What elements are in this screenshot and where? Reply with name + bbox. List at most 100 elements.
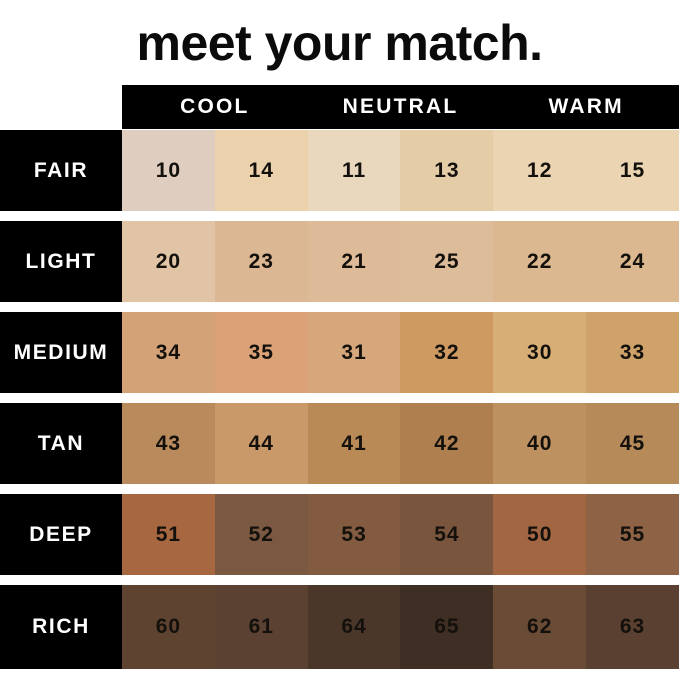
shade-swatch[interactable]: 12 bbox=[493, 130, 587, 211]
shade-swatch[interactable]: 45 bbox=[586, 403, 679, 484]
table-header-row: COOL NEUTRAL WARM bbox=[0, 85, 679, 129]
shade-row: FAIR 10 14 11 13 12 15 bbox=[0, 130, 679, 211]
shade-swatch[interactable]: 25 bbox=[400, 221, 494, 302]
shade-code: 53 bbox=[341, 522, 367, 546]
shade-code: 30 bbox=[527, 340, 553, 364]
shade-swatch[interactable]: 32 bbox=[400, 312, 494, 393]
shade-swatch[interactable]: 43 bbox=[122, 403, 215, 484]
shade-code: 40 bbox=[527, 431, 553, 455]
shade-code: 20 bbox=[155, 249, 182, 273]
shade-code: 54 bbox=[434, 522, 460, 546]
shade-code: 25 bbox=[434, 249, 460, 273]
shade-code: 64 bbox=[341, 615, 367, 638]
shade-code: 24 bbox=[619, 249, 646, 273]
shade-swatch[interactable]: 21 bbox=[307, 221, 401, 302]
shade-swatch[interactable]: 24 bbox=[586, 221, 679, 302]
shade-swatch[interactable]: 55 bbox=[586, 494, 679, 575]
shade-code: 21 bbox=[341, 249, 367, 273]
shade-code: 65 bbox=[434, 615, 460, 638]
shade-swatch[interactable]: 15 bbox=[586, 130, 679, 211]
shade-code: 35 bbox=[248, 340, 274, 364]
shade-code: 15 bbox=[619, 158, 646, 182]
swatch-group: 43 44 41 42 40 45 bbox=[122, 403, 679, 484]
shade-row: MEDIUM 34 35 31 32 30 33 bbox=[0, 312, 679, 393]
shade-code: 10 bbox=[155, 158, 182, 182]
swatch-group: 20 23 21 25 22 24 bbox=[122, 221, 679, 302]
shade-row: RICH 60 61 64 65 62 63 bbox=[0, 585, 679, 669]
page-title: meet your match. bbox=[136, 15, 543, 71]
shade-swatch[interactable]: 42 bbox=[400, 403, 494, 484]
shade-swatch[interactable]: 41 bbox=[307, 403, 401, 484]
shade-swatch[interactable]: 60 bbox=[122, 585, 215, 669]
shade-row: LIGHT 20 23 21 25 22 24 bbox=[0, 221, 679, 302]
shade-code: 55 bbox=[619, 522, 646, 546]
shade-code: 41 bbox=[341, 431, 367, 455]
shade-swatch[interactable]: 14 bbox=[214, 130, 308, 211]
shade-code: 14 bbox=[248, 158, 274, 182]
shade-swatch[interactable]: 51 bbox=[122, 494, 215, 575]
undertone-header-warm: WARM bbox=[548, 95, 624, 118]
shade-code: 22 bbox=[527, 249, 553, 273]
shade-code: 32 bbox=[434, 340, 460, 364]
undertone-header-neutral: NEUTRAL bbox=[342, 95, 459, 118]
swatch-group: 51 52 53 54 50 55 bbox=[122, 494, 679, 575]
shade-code: 60 bbox=[155, 615, 182, 638]
shade-code: 23 bbox=[248, 249, 274, 273]
shade-code: 52 bbox=[248, 522, 274, 546]
shade-code: 42 bbox=[434, 431, 460, 455]
shade-rows: FAIR 10 14 11 13 12 15 LIGHT 20 23 21 25 22 24 MEDIUM 3… bbox=[0, 130, 679, 669]
shade-swatch[interactable]: 44 bbox=[214, 403, 308, 484]
shade-code: 44 bbox=[248, 431, 274, 455]
shade-swatch[interactable]: 52 bbox=[214, 494, 308, 575]
shade-code: 33 bbox=[619, 340, 646, 364]
shade-table: COOL NEUTRAL WARM FAIR 10 14 11 13 12 15 LIGHT 2… bbox=[0, 85, 679, 679]
shade-code: 45 bbox=[619, 431, 646, 455]
shade-row: DEEP 51 52 53 54 50 55 bbox=[0, 494, 679, 575]
shade-code: 50 bbox=[527, 522, 553, 546]
shade-swatch[interactable]: 35 bbox=[214, 312, 308, 393]
depth-label-tan: TAN bbox=[0, 403, 122, 484]
depth-label-rich: RICH bbox=[0, 585, 122, 669]
shade-swatch[interactable]: 61 bbox=[214, 585, 308, 669]
shade-code: 11 bbox=[341, 158, 367, 182]
shade-swatch[interactable]: 30 bbox=[493, 312, 587, 393]
shade-swatch[interactable]: 65 bbox=[400, 585, 494, 669]
swatch-group: 60 61 64 65 62 63 bbox=[122, 585, 679, 669]
shade-swatch[interactable]: 50 bbox=[493, 494, 587, 575]
depth-label-fair: FAIR bbox=[0, 130, 122, 211]
shade-swatch[interactable]: 20 bbox=[122, 221, 215, 302]
shade-swatch[interactable]: 10 bbox=[122, 130, 215, 211]
depth-label-deep: DEEP bbox=[0, 494, 122, 575]
shade-swatch[interactable]: 23 bbox=[214, 221, 308, 302]
header-corner-spacer bbox=[0, 85, 122, 129]
shade-swatch[interactable]: 34 bbox=[122, 312, 215, 393]
shade-swatch[interactable]: 13 bbox=[400, 130, 494, 211]
shade-code: 34 bbox=[155, 340, 182, 364]
shade-swatch[interactable]: 53 bbox=[307, 494, 401, 575]
shade-code: 43 bbox=[155, 431, 182, 455]
shade-code: 62 bbox=[527, 615, 553, 638]
shade-code: 63 bbox=[619, 615, 646, 638]
depth-label-light: LIGHT bbox=[0, 221, 122, 302]
shade-code: 61 bbox=[248, 615, 274, 638]
swatch-group: 34 35 31 32 30 33 bbox=[122, 312, 679, 393]
shade-code: 31 bbox=[341, 340, 367, 364]
shade-swatch[interactable]: 54 bbox=[400, 494, 494, 575]
shade-swatch[interactable]: 40 bbox=[493, 403, 587, 484]
swatch-group: 10 14 11 13 12 15 bbox=[122, 130, 679, 211]
shade-swatch[interactable]: 11 bbox=[307, 130, 401, 211]
undertone-header-cool: COOL bbox=[180, 95, 250, 118]
shade-swatch[interactable]: 31 bbox=[307, 312, 401, 393]
shade-swatch[interactable]: 22 bbox=[493, 221, 587, 302]
shade-code: 12 bbox=[527, 158, 553, 182]
undertone-header-bar: COOL NEUTRAL WARM bbox=[122, 85, 679, 129]
shade-swatch[interactable]: 63 bbox=[586, 585, 679, 669]
depth-label-medium: MEDIUM bbox=[0, 312, 122, 393]
shade-row: TAN 43 44 41 42 40 45 bbox=[0, 403, 679, 484]
shade-swatch[interactable]: 33 bbox=[586, 312, 679, 393]
shade-swatch[interactable]: 62 bbox=[493, 585, 587, 669]
shade-swatch[interactable]: 64 bbox=[307, 585, 401, 669]
shade-code: 13 bbox=[434, 158, 460, 182]
shade-code: 51 bbox=[155, 522, 182, 546]
